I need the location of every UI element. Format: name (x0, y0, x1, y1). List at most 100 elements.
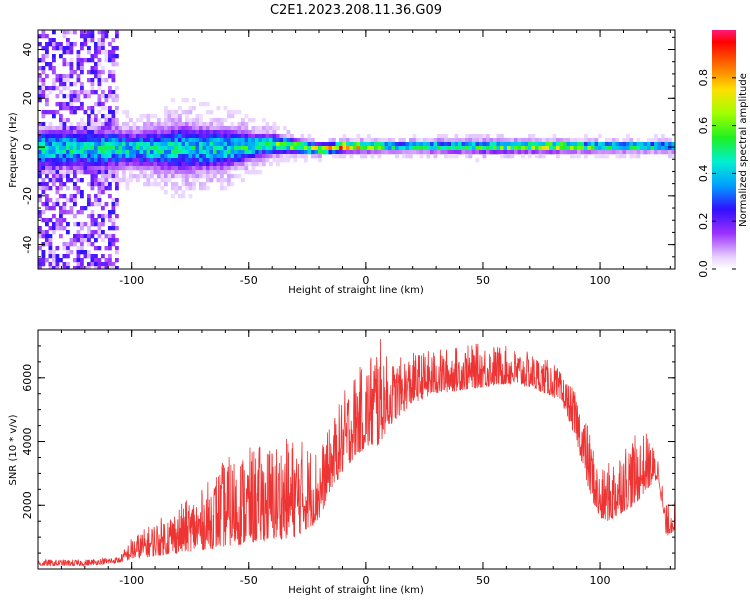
spectrogram-cell (69, 238, 74, 243)
spectrogram-cell (465, 134, 469, 139)
spectrogram-cell (94, 154, 98, 159)
spectrogram-cell (216, 162, 221, 167)
spectrogram-cell (423, 142, 427, 147)
spectrogram-cell (111, 166, 116, 171)
spectrogram-cell (108, 214, 112, 219)
spectrogram-cell (395, 142, 399, 147)
spectrogram-cell (108, 90, 112, 95)
spectrogram-cell (129, 154, 133, 159)
spectrogram-cell (73, 142, 77, 147)
spectrogram-cell (101, 102, 105, 107)
spectrogram-cell (664, 138, 669, 143)
spectrogram-cell (178, 126, 182, 131)
spectrogram-cell (559, 150, 564, 155)
spectrogram-cell (115, 178, 119, 183)
spectrogram-cell (493, 142, 497, 147)
spectrogram-cell (209, 110, 214, 115)
spectrogram-cell (279, 154, 284, 159)
spectrogram-cell (444, 146, 448, 151)
spectrogram-cell (48, 178, 53, 183)
spectrogram-cell (668, 154, 672, 159)
spectrogram-cell (342, 146, 347, 151)
spectrogram-cell (111, 150, 116, 155)
spectrogram-cell (174, 122, 179, 127)
spectrogram-cell (87, 146, 91, 151)
spectrogram-cell (241, 150, 245, 155)
spectrogram-cell (300, 150, 305, 155)
spectrogram-cell (503, 142, 508, 147)
spectrogram-cell (59, 134, 63, 139)
spectrogram-cell (104, 214, 109, 219)
spectrogram-cell (174, 118, 179, 123)
spectrogram-cell (178, 138, 182, 143)
spectrogram-cell (143, 162, 147, 167)
spectrogram-cell (262, 130, 266, 135)
spectrogram-cell (108, 210, 112, 215)
spectrogram-cell (213, 154, 217, 159)
spectrogram-cell (97, 98, 102, 103)
spectrogram-cell (87, 254, 91, 259)
spectrogram-cell (136, 134, 140, 139)
spectrogram-cell (87, 34, 91, 39)
spectrogram-cell (66, 106, 70, 111)
spectrogram-cell (94, 194, 98, 199)
spectrogram-cell (234, 138, 238, 143)
spectrogram-cell (59, 142, 63, 147)
spectrogram-cell (97, 70, 102, 75)
spectrogram-cell (80, 146, 84, 151)
spectrogram-cell (559, 138, 564, 143)
spectrogram-cell (325, 142, 329, 147)
spectrogram-cell (90, 262, 95, 267)
spectrogram-cell (62, 122, 67, 127)
spectrogram-cell (367, 146, 371, 151)
spectrogram-cell (69, 58, 74, 63)
spectrogram-cell (48, 122, 53, 127)
spectrogram-cell (188, 142, 193, 147)
spectrogram-cell (76, 190, 81, 195)
spectrogram-cell (48, 62, 53, 67)
spectrogram-cell (73, 126, 77, 131)
spectrogram-cell (118, 166, 123, 171)
spectrogram-cell (353, 150, 357, 155)
spectrogram-cell (293, 158, 298, 163)
spectrogram-cell (633, 146, 637, 151)
spectrogram-cell (111, 78, 116, 83)
spectrogram-cell (83, 94, 88, 99)
spectrogram-cell (206, 154, 210, 159)
spectrogram-cell (615, 146, 620, 151)
spectrogram-cell (38, 162, 42, 167)
spectrogram-cell (80, 118, 84, 123)
spectrogram-cell (370, 146, 375, 151)
spectrogram-cell (167, 130, 172, 135)
spectrogram-cell (174, 110, 179, 115)
spectrogram-cell (234, 154, 238, 159)
spectrogram-cell (594, 150, 599, 155)
spectrogram-cell (104, 130, 109, 135)
spectrogram-cell (97, 262, 102, 267)
spectrogram-cell (174, 166, 179, 171)
spectrogram-cell (101, 106, 105, 111)
spectrogram-cell (69, 250, 74, 255)
spectrogram-cell (174, 190, 179, 195)
spectrogram-cell (66, 210, 70, 215)
spectrogram-cell (94, 262, 98, 267)
spectrogram-cell (279, 150, 284, 155)
spectrogram-cell (314, 142, 319, 147)
spectrogram-cell (528, 138, 532, 143)
spectrogram-cell (146, 118, 151, 123)
spectrogram-cell (94, 150, 98, 155)
spectrogram-cell (220, 122, 224, 127)
spectrogram-cell (101, 218, 105, 223)
spectrogram-cell (258, 134, 263, 139)
spectrogram-cell (97, 154, 102, 159)
spectrogram-cell (80, 62, 84, 67)
spectrogram-cell (69, 70, 74, 75)
spectrogram-cell (76, 62, 81, 67)
spectrogram-cell (55, 126, 60, 131)
spectrogram-cell (276, 158, 280, 163)
spectrogram-cell (402, 138, 406, 143)
spectrogram-cell (143, 138, 147, 143)
spectrogram-cell (118, 158, 123, 163)
spectrogram-cell (290, 134, 294, 139)
spectrogram-cell (209, 130, 214, 135)
